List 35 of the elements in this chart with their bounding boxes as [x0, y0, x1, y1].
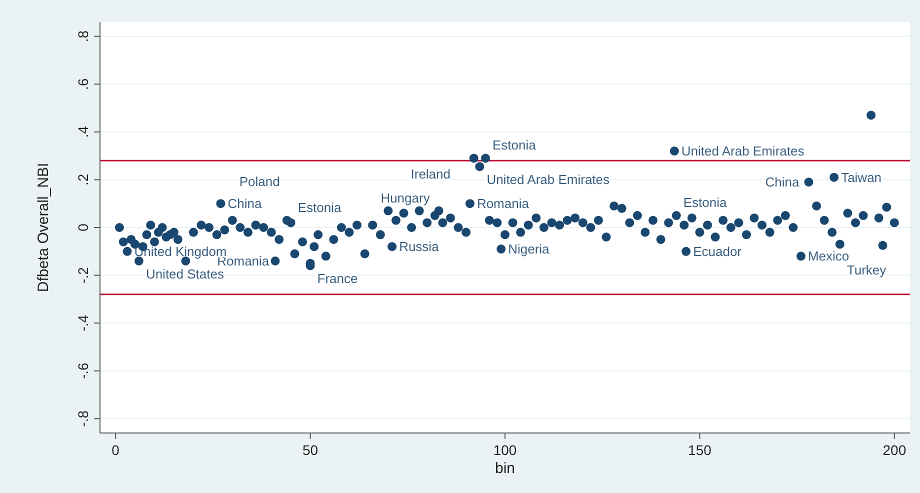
y-tick-label: .4 — [75, 126, 91, 138]
annotation: China — [765, 174, 800, 190]
annotation: United Arab Emirates — [486, 172, 610, 188]
annotation: Ecuador — [693, 244, 742, 259]
y-tick-label: .8 — [75, 30, 91, 42]
annotation: China — [228, 196, 262, 212]
annotation: France — [317, 271, 358, 286]
annotation: Romania — [476, 196, 530, 212]
y-tick-label: 0 — [75, 223, 91, 232]
x-tick-label: 50 — [302, 442, 318, 458]
y-tick-label: -.2 — [75, 266, 91, 284]
annotation: Estonia — [492, 138, 537, 153]
x-axis-title: bin — [494, 460, 516, 477]
annotation: Turkey — [846, 262, 887, 278]
annotation: Estonia — [683, 195, 728, 210]
annotation: United Arab Emirates — [681, 144, 805, 159]
x-tick-label: 100 — [493, 442, 517, 458]
annotation: Mexico — [808, 248, 850, 264]
annotation: Taiwan — [841, 170, 882, 185]
annotation: Russia — [399, 239, 440, 254]
y-tick-label: -.6 — [75, 362, 91, 380]
annotation: United States — [146, 266, 224, 282]
x-tick-label: 0 — [112, 442, 120, 458]
y-axis-title: Dfbeta Overall_NBI — [35, 162, 52, 292]
x-tick-label: 200 — [882, 442, 906, 458]
annotation: Ireland — [410, 166, 450, 182]
y-tick-label: .2 — [75, 174, 91, 186]
annotation: Estonia — [298, 200, 342, 215]
y-tick-label: -.8 — [75, 410, 91, 427]
y-tick-label: -.4 — [75, 314, 91, 332]
x-tick-label: 150 — [688, 442, 712, 458]
annotation: Poland — [239, 174, 280, 189]
annotation: Hungary — [380, 190, 430, 206]
y-tick-label: .6 — [75, 78, 91, 90]
annotation: Nigeria — [508, 242, 550, 257]
